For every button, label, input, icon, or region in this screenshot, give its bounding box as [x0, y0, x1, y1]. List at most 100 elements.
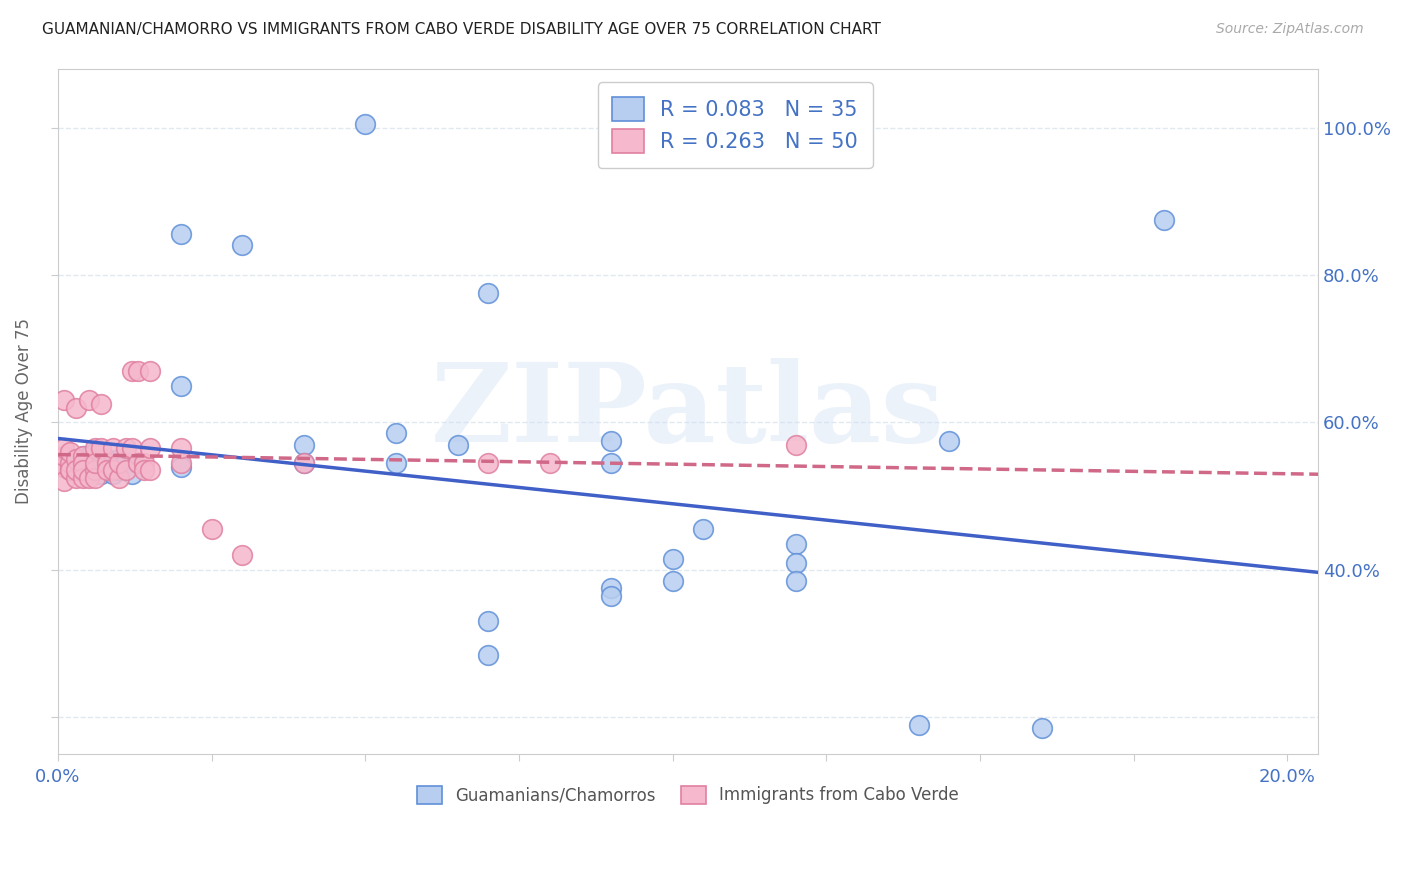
Point: [65, 463, 87, 477]
Point: [108, 456, 131, 470]
Point: [907, 717, 929, 731]
Point: [77, 467, 100, 481]
Point: [96, 456, 118, 470]
Point: [65, 471, 87, 485]
Point: [127, 364, 149, 378]
Point: [90, 467, 112, 481]
Point: [65, 452, 87, 467]
Point: [785, 574, 807, 588]
Point: [77, 449, 100, 463]
Point: [72, 449, 94, 463]
Point: [139, 441, 162, 455]
Point: [83, 463, 105, 477]
Text: GUAMANIAN/CHAMORRO VS IMMIGRANTS FROM CABO VERDE DISABILITY AGE OVER 75 CORRELAT: GUAMANIAN/CHAMORRO VS IMMIGRANTS FROM CA…: [42, 22, 882, 37]
Point: [1153, 212, 1175, 227]
Point: [385, 456, 408, 470]
Point: [127, 456, 149, 470]
Point: [661, 574, 683, 588]
Point: [103, 441, 125, 455]
Point: [53, 449, 76, 463]
Point: [108, 471, 131, 485]
Point: [139, 364, 162, 378]
Point: [132, 463, 155, 477]
Point: [446, 437, 468, 451]
Point: [132, 456, 155, 470]
Point: [600, 589, 623, 603]
Point: [90, 456, 112, 470]
Point: [108, 463, 131, 477]
Point: [170, 227, 193, 242]
Point: [59, 445, 82, 459]
Point: [59, 456, 82, 470]
Point: [114, 456, 136, 470]
Point: [53, 475, 76, 489]
Point: [53, 441, 76, 455]
Point: [59, 463, 82, 477]
Point: [477, 615, 499, 629]
Point: [103, 467, 125, 481]
Point: [114, 441, 136, 455]
Point: [72, 456, 94, 470]
Point: [170, 441, 193, 455]
Point: [785, 437, 807, 451]
Y-axis label: Disability Age Over 75: Disability Age Over 75: [15, 318, 32, 504]
Point: [59, 459, 82, 474]
Point: [83, 441, 105, 455]
Point: [114, 463, 136, 477]
Point: [103, 456, 125, 470]
Point: [83, 456, 105, 470]
Point: [96, 456, 118, 470]
Point: [90, 441, 112, 455]
Point: [59, 463, 82, 477]
Point: [53, 459, 76, 474]
Point: [231, 238, 253, 252]
Point: [170, 456, 193, 470]
Point: [127, 456, 149, 470]
Point: [1031, 722, 1053, 736]
Point: [292, 456, 315, 470]
Point: [121, 441, 143, 455]
Point: [83, 445, 105, 459]
Point: [72, 463, 94, 477]
Point: [292, 437, 315, 451]
Point: [938, 434, 960, 448]
Point: [538, 456, 561, 470]
Point: [292, 456, 315, 470]
Point: [477, 648, 499, 662]
Point: [83, 471, 105, 485]
Point: [170, 459, 193, 474]
Point: [65, 456, 87, 470]
Point: [77, 393, 100, 408]
Point: [785, 556, 807, 570]
Point: [83, 456, 105, 470]
Point: [90, 397, 112, 411]
Point: [385, 426, 408, 441]
Point: [53, 393, 76, 408]
Legend: Guamanians/Chamorros, Immigrants from Cabo Verde: Guamanians/Chamorros, Immigrants from Ca…: [408, 776, 969, 814]
Point: [103, 463, 125, 477]
Point: [477, 456, 499, 470]
Point: [231, 548, 253, 562]
Point: [72, 456, 94, 470]
Point: [108, 452, 131, 467]
Point: [692, 522, 714, 536]
Point: [65, 401, 87, 415]
Point: [661, 551, 683, 566]
Point: [72, 449, 94, 463]
Point: [121, 467, 143, 481]
Point: [201, 522, 224, 536]
Point: [600, 434, 623, 448]
Text: Source: ZipAtlas.com: Source: ZipAtlas.com: [1216, 22, 1364, 37]
Point: [600, 456, 623, 470]
Point: [77, 459, 100, 474]
Text: ZIPatlas: ZIPatlas: [432, 358, 945, 465]
Point: [354, 117, 377, 131]
Point: [53, 459, 76, 474]
Point: [121, 364, 143, 378]
Point: [72, 471, 94, 485]
Point: [477, 286, 499, 301]
Point: [96, 452, 118, 467]
Point: [77, 471, 100, 485]
Point: [600, 582, 623, 596]
Point: [96, 463, 118, 477]
